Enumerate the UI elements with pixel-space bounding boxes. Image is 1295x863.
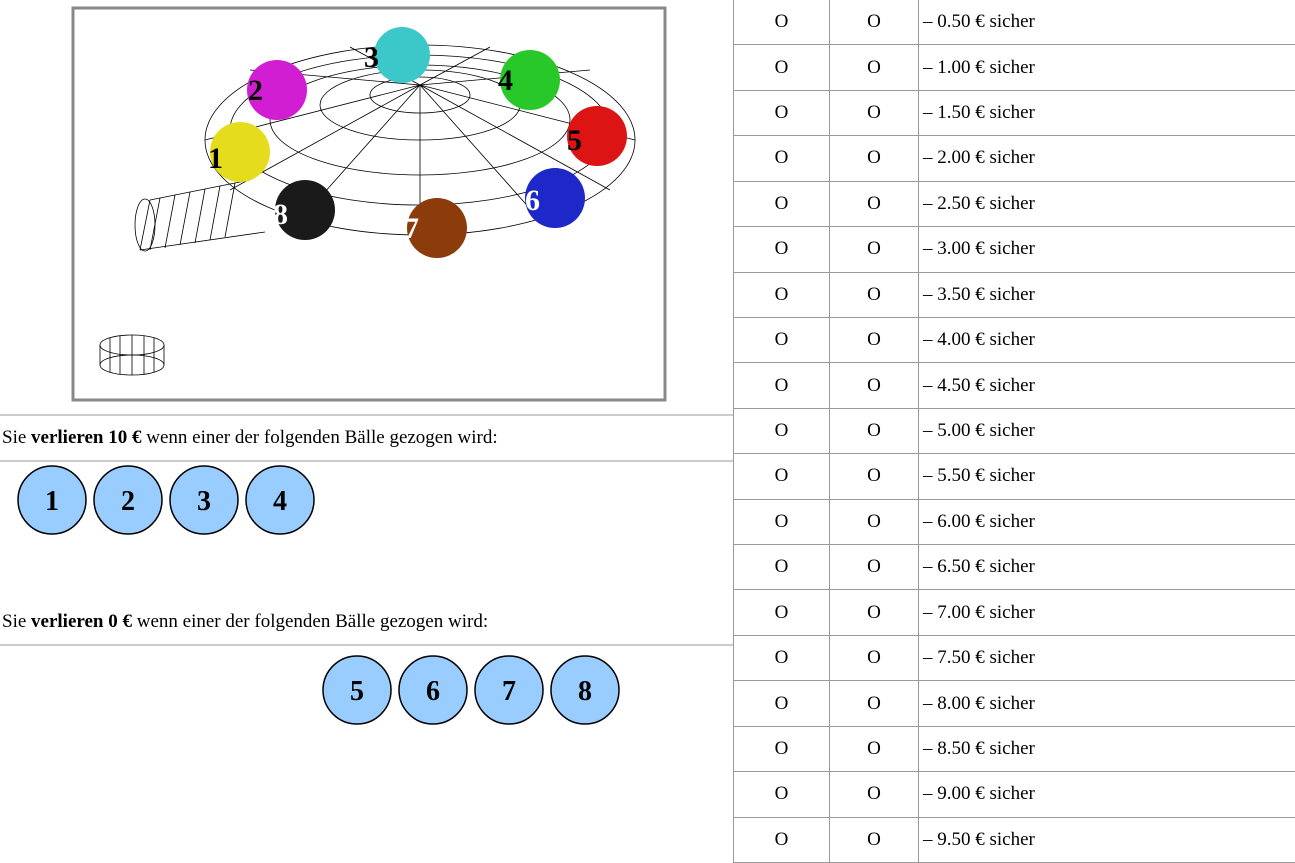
option-mark: O: [734, 817, 830, 863]
option-mark: O: [734, 272, 830, 318]
option-mark: O: [830, 635, 919, 682]
option-mark: O: [734, 45, 830, 91]
image-balls: [210, 27, 627, 258]
option-mark: O: [734, 363, 830, 409]
option-mark: O: [734, 408, 830, 455]
ball-chip: [169, 465, 239, 535]
option-mark: O: [734, 90, 830, 137]
option-label: – 3.00 € sicher: [919, 227, 1295, 273]
option-label: – 8.50 € sicher: [919, 727, 1295, 773]
option-mark: O: [830, 817, 919, 863]
option-mark: O: [830, 772, 919, 818]
option-label: – 8.00 € sicher: [919, 681, 1295, 727]
option-mark: O: [734, 499, 830, 546]
ball-chips: 1 2 3 4 5 6 7 8: [17, 465, 620, 725]
option-label: – 4.00 € sicher: [919, 318, 1295, 364]
option-label: – 5.00 € sicher: [919, 409, 1295, 455]
option-mark: O: [734, 590, 830, 636]
ball-chip: [550, 655, 620, 725]
option-mark: O: [830, 45, 919, 91]
ball-label: 3: [364, 41, 379, 74]
option-mark: O: [734, 136, 830, 182]
text-bold: verlieren 0 €: [31, 611, 132, 632]
option-label: – 5.50 € sicher: [919, 454, 1295, 500]
left-panel: 1 2 3 4 5 6 7 8 1 2 3 45 6 7 8: [0, 6, 733, 725]
ball-chip-label: 3: [197, 486, 211, 517]
ball-chip-label: 1: [45, 486, 59, 517]
ball-label: 7: [404, 212, 419, 245]
option-mark: O: [830, 90, 919, 137]
ball-chip-label: 8: [578, 676, 592, 707]
option-mark: O: [830, 227, 919, 273]
text: Sie: [2, 427, 27, 448]
ball-label: 6: [525, 184, 540, 217]
option-mark: O: [734, 772, 830, 818]
option-mark: O: [734, 181, 830, 228]
option-mark: O: [830, 363, 919, 409]
text: wenn einer der folgenden Bälle gezogen w…: [146, 427, 498, 448]
ball-chip-label: 4: [273, 486, 287, 517]
option-mark: O: [734, 681, 830, 727]
option-label: – 9.50 € sicher: [919, 818, 1295, 863]
option-mark: O: [734, 454, 830, 500]
choice-table: O O – 0.50 € sicher O O – 1.00 € sicher O O – 1.…: [733, 0, 1295, 863]
option-label: – 1.00 € sicher: [919, 45, 1295, 91]
option-label: – 3.50 € sicher: [919, 273, 1295, 318]
option-label: – 7.50 € sicher: [919, 636, 1295, 682]
option-mark: O: [830, 0, 919, 46]
option-label: – 0.50 € sicher: [919, 0, 1295, 46]
option-mark: O: [734, 317, 830, 364]
option-mark: O: [830, 590, 919, 636]
loss-zero-text: Sie verlieren 0 € wenn einer der folgend…: [0, 599, 733, 645]
option-mark: O: [830, 545, 919, 591]
ball-chip: [474, 655, 544, 725]
option-label: – 9.00 € sicher: [919, 772, 1295, 818]
ball-chip: [17, 465, 87, 535]
image-labels: 1 2 3 4 5 6 7 8: [208, 41, 582, 245]
text: Sie: [2, 611, 27, 632]
option-mark: O: [734, 635, 830, 682]
ball-chip: [245, 465, 315, 535]
ball-chip: [93, 465, 163, 535]
option-label: – 2.00 € sicher: [919, 136, 1295, 182]
text-bold: verlieren 10 €: [31, 427, 142, 448]
option-mark: O: [734, 0, 830, 46]
option-label: – 2.50 € sicher: [919, 182, 1295, 228]
ball-label: 2: [248, 74, 263, 107]
option-mark: O: [734, 545, 830, 591]
loss-high-text: Sie verlieren 10 € wenn einer der folgen…: [0, 415, 733, 461]
option-mark: O: [830, 408, 919, 455]
option-mark: O: [830, 454, 919, 500]
option-label: – 4.50 € sicher: [919, 363, 1295, 409]
option-mark: O: [830, 681, 919, 727]
option-mark: O: [830, 317, 919, 364]
text: wenn einer der folgenden Bälle gezogen w…: [136, 611, 489, 632]
option-mark: O: [830, 181, 919, 228]
option-mark: O: [830, 499, 919, 546]
ball-chip-label: 6: [426, 676, 440, 707]
ball-chip: [398, 655, 468, 725]
option-label: – 6.00 € sicher: [919, 500, 1295, 546]
ball-label: 1: [208, 142, 223, 175]
option-mark: O: [830, 272, 919, 318]
option-mark: O: [830, 136, 919, 182]
ball-label: 4: [498, 64, 513, 97]
ball-chip-label: 7: [502, 676, 516, 707]
ball-label: 8: [273, 198, 288, 231]
option-label: – 7.00 € sicher: [919, 590, 1295, 636]
ball-chip-label: 5: [350, 676, 364, 707]
option-mark: O: [734, 227, 830, 273]
ball-chip: [322, 655, 392, 725]
option-mark: O: [734, 726, 830, 773]
ball-chip-label: 2: [121, 486, 135, 517]
option-mark: O: [830, 726, 919, 773]
option-label: – 6.50 € sicher: [919, 545, 1295, 591]
option-label: – 1.50 € sicher: [919, 91, 1295, 137]
ball-label: 5: [567, 124, 582, 157]
